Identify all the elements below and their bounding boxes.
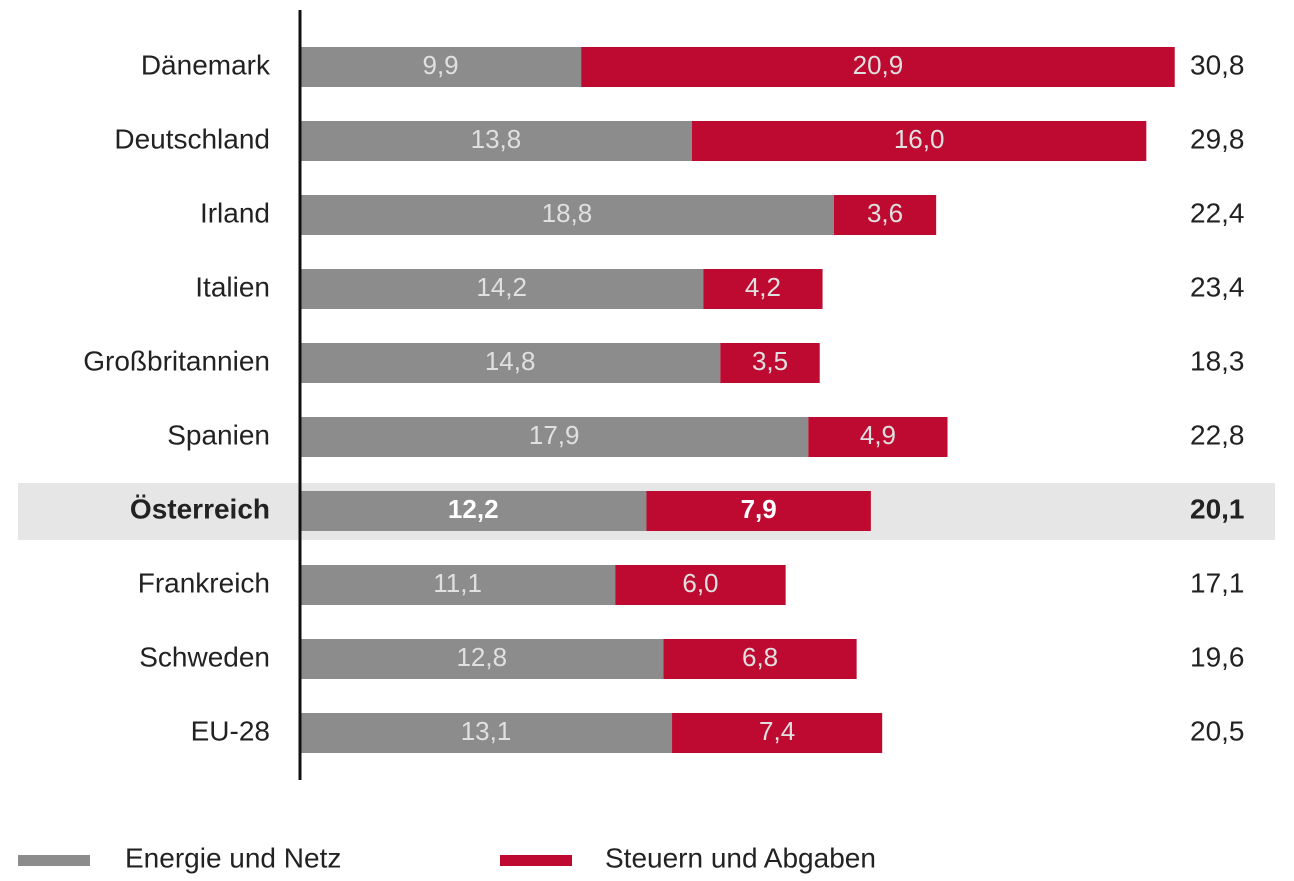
value-label: 13,1 (461, 716, 512, 746)
value-label: 14,8 (485, 346, 536, 376)
bar-segment (300, 195, 834, 235)
value-label: 7,9 (741, 494, 777, 524)
total-label: 19,6 (1190, 641, 1245, 672)
bar-segment (691, 121, 1147, 161)
bar-segment (300, 343, 721, 383)
bar-segment (833, 195, 937, 235)
category-label: Dänemark (141, 49, 271, 80)
value-label: 13,8 (471, 124, 522, 154)
total-label: 30,8 (1190, 49, 1245, 80)
bar-segment (300, 47, 582, 87)
category-label: Deutschland (114, 123, 270, 154)
total-label: 17,1 (1190, 567, 1245, 598)
value-label: 7,4 (759, 716, 795, 746)
bar-segment (300, 491, 647, 531)
bar-segment (672, 713, 883, 753)
value-label: 17,9 (529, 420, 580, 450)
total-label: 18,3 (1190, 345, 1245, 376)
legend-swatch (18, 855, 90, 866)
category-label: Großbritannien (83, 345, 270, 376)
bar-segment (663, 639, 857, 679)
value-label: 9,9 (423, 50, 459, 80)
bar-segment (703, 269, 823, 309)
category-label: Frankreich (138, 567, 270, 598)
category-label: Italien (195, 271, 270, 302)
value-label: 20,9 (853, 50, 904, 80)
bar-segment (300, 121, 692, 161)
bar-segment (808, 417, 948, 457)
category-label: EU-28 (191, 715, 270, 746)
legend-swatch (500, 855, 572, 866)
bar-segment (646, 491, 871, 531)
bar-segment (300, 713, 673, 753)
value-label: 6,0 (682, 568, 718, 598)
total-label: 22,8 (1190, 419, 1245, 450)
value-label: 14,2 (476, 272, 527, 302)
category-label: Irland (200, 197, 270, 228)
total-label: 20,5 (1190, 715, 1245, 746)
bar-segment (300, 565, 616, 605)
legend-label: Energie und Netz (125, 842, 341, 873)
bar-segment (720, 343, 820, 383)
value-label: 16,0 (894, 124, 945, 154)
total-label: 29,8 (1190, 123, 1245, 154)
category-label: Schweden (139, 641, 270, 672)
bar-segment (300, 269, 704, 309)
value-label: 4,2 (745, 272, 781, 302)
value-label: 3,6 (867, 198, 903, 228)
value-label: 3,5 (752, 346, 788, 376)
category-label: Spanien (167, 419, 270, 450)
category-label: Österreich (130, 493, 270, 524)
bar-segment (300, 417, 809, 457)
legend-label: Steuern und Abgaben (605, 842, 876, 873)
value-label: 6,8 (742, 642, 778, 672)
value-label: 4,9 (860, 420, 896, 450)
bar-segment (615, 565, 786, 605)
value-label: 12,2 (448, 494, 499, 524)
total-label: 20,1 (1190, 493, 1245, 524)
value-label: 12,8 (456, 642, 507, 672)
total-label: 23,4 (1190, 271, 1245, 302)
bar-segment (581, 47, 1175, 87)
value-label: 18,8 (542, 198, 593, 228)
bar-segment (300, 639, 664, 679)
total-label: 22,4 (1190, 197, 1245, 228)
value-label: 11,1 (433, 568, 482, 598)
